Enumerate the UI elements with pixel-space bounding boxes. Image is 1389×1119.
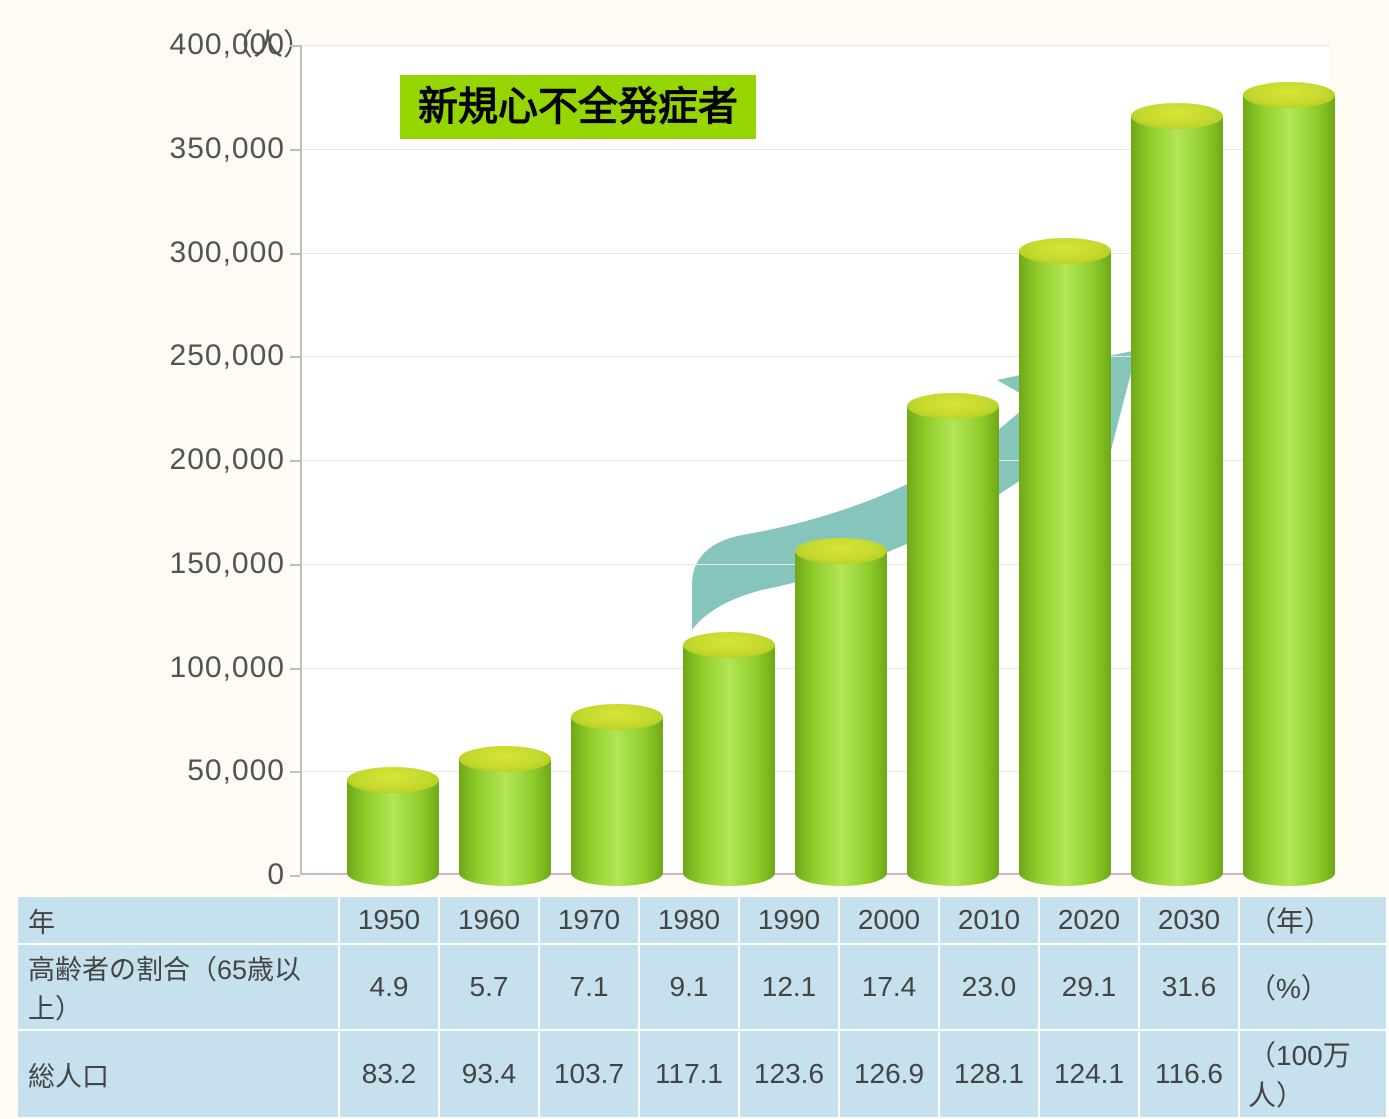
table-cell: 4.9: [339, 944, 439, 1030]
gridline: [302, 45, 1330, 46]
table-cell: 1970: [539, 896, 639, 944]
y-tick-label: 250,000: [120, 339, 285, 373]
row-label: 高齢者の割合（65歳以上）: [17, 944, 339, 1030]
y-tick-label: 100,000: [120, 651, 285, 685]
table-cell: 124.1: [1039, 1030, 1139, 1118]
data-table: 年195019601970198019902000201020202030（年）…: [16, 895, 1388, 1119]
row-unit: （100万人）: [1239, 1030, 1387, 1118]
table-cell: 83.2: [339, 1030, 439, 1118]
table-cell: 93.4: [439, 1030, 539, 1118]
y-tick-label: 0: [120, 858, 285, 892]
bar: [795, 551, 887, 873]
table-cell: 1960: [439, 896, 539, 944]
table-cell: 1980: [639, 896, 739, 944]
y-tick-mark: [290, 564, 300, 566]
row-label: 総人口: [17, 1030, 339, 1118]
y-tick-label: 50,000: [120, 754, 285, 788]
y-tick-label: 200,000: [120, 443, 285, 477]
table-cell: 23.0: [939, 944, 1039, 1030]
table-cell: 123.6: [739, 1030, 839, 1118]
row-unit: （年）: [1239, 896, 1387, 944]
table-cell: 116.6: [1139, 1030, 1239, 1118]
y-tick-label: 300,000: [120, 236, 285, 270]
y-tick-mark: [290, 356, 300, 358]
table-cell: 2030: [1139, 896, 1239, 944]
table-cell: 2020: [1039, 896, 1139, 944]
table-cell: 1990: [739, 896, 839, 944]
bar: [571, 717, 663, 873]
table-cell: 31.6: [1139, 944, 1239, 1030]
bar: [459, 759, 551, 873]
table-row: 総人口83.293.4103.7117.1123.6126.9128.1124.…: [17, 1030, 1387, 1118]
table-cell: 17.4: [839, 944, 939, 1030]
table-cell: 9.1: [639, 944, 739, 1030]
y-tick-mark: [290, 253, 300, 255]
bar: [1131, 116, 1223, 873]
row-unit: （%）: [1239, 944, 1387, 1030]
y-tick-mark: [290, 149, 300, 151]
bar: [907, 406, 999, 873]
table-cell: 1950: [339, 896, 439, 944]
row-label: 年: [17, 896, 339, 944]
bar: [683, 645, 775, 873]
y-tick-mark: [290, 668, 300, 670]
figure-container: （人） 新規心不全発症者 年19501960197019801990200020…: [0, 0, 1389, 1027]
table-cell: 103.7: [539, 1030, 639, 1118]
table-cell: 128.1: [939, 1030, 1039, 1118]
y-tick-mark: [290, 771, 300, 773]
table-row: 年195019601970198019902000201020202030（年）: [17, 896, 1387, 944]
table-cell: 5.7: [439, 944, 539, 1030]
y-tick-mark: [290, 45, 300, 47]
plot-area: [300, 45, 1330, 875]
table-cell: 29.1: [1039, 944, 1139, 1030]
y-tick-mark: [290, 460, 300, 462]
table-row: 高齢者の割合（65歳以上）4.95.77.19.112.117.423.029.…: [17, 944, 1387, 1030]
table-cell: 12.1: [739, 944, 839, 1030]
table-cell: 117.1: [639, 1030, 739, 1118]
table-cell: 2000: [839, 896, 939, 944]
bar: [1019, 251, 1111, 874]
y-tick-label: 400,000: [120, 28, 285, 62]
y-tick-label: 150,000: [120, 547, 285, 581]
y-tick-label: 350,000: [120, 132, 285, 166]
table-cell: 2010: [939, 896, 1039, 944]
chart-title: 新規心不全発症者: [400, 75, 756, 139]
bar: [1243, 95, 1335, 873]
bar: [347, 780, 439, 873]
y-tick-mark: [290, 875, 300, 877]
table-cell: 126.9: [839, 1030, 939, 1118]
table-cell: 7.1: [539, 944, 639, 1030]
